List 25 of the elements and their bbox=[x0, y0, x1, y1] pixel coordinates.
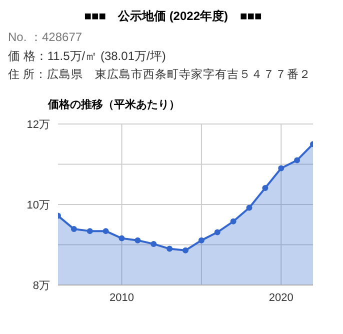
text: 住 所：広島県 東広島市西条町寺家字有吉５４７７番２ bbox=[8, 67, 312, 83]
x-tick-label: 2020 bbox=[268, 292, 294, 304]
point bbox=[294, 157, 300, 164]
point bbox=[150, 240, 157, 247]
chart-title: ■■■ 公示地価 (2022年度) ■■■ bbox=[83, 8, 263, 25]
point bbox=[230, 218, 236, 224]
point bbox=[102, 228, 109, 234]
point bbox=[182, 247, 188, 254]
y-tick-label: 10万 bbox=[26, 199, 50, 212]
point bbox=[70, 226, 77, 232]
point bbox=[134, 237, 141, 244]
point bbox=[86, 228, 93, 234]
x-tick-label: 2010 bbox=[110, 292, 134, 304]
point bbox=[118, 235, 125, 242]
point bbox=[198, 237, 204, 244]
text: No. ：428677 bbox=[8, 29, 84, 46]
point bbox=[166, 246, 173, 252]
point bbox=[246, 204, 252, 211]
y-tick-label: 8万 bbox=[32, 280, 50, 292]
text: 価 格：11.5万/㎡ (38.01万/坪) bbox=[8, 48, 167, 65]
point bbox=[278, 165, 284, 172]
chart-subtitle: 価格の推移（平米あたり） bbox=[48, 98, 181, 112]
point bbox=[262, 185, 268, 191]
y-tick-label: 12万 bbox=[26, 118, 50, 131]
point bbox=[214, 229, 220, 236]
